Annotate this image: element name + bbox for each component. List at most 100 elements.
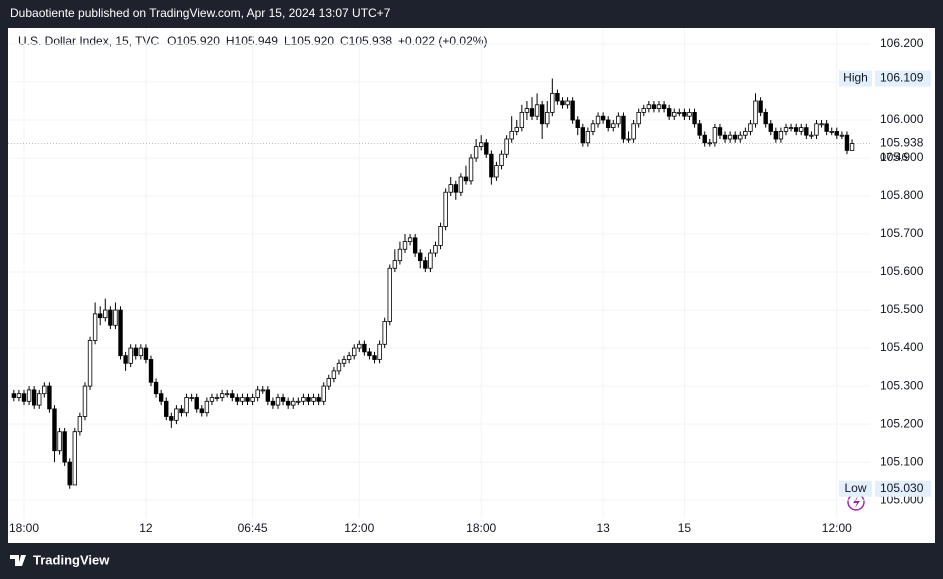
y-tick-label: 105.200 <box>880 416 924 430</box>
candle-body <box>799 127 804 132</box>
candle-body <box>666 108 672 117</box>
candle-body <box>778 130 784 140</box>
candle-body <box>478 142 484 148</box>
candle-body <box>82 385 88 417</box>
candle-body <box>534 104 540 117</box>
candle-body <box>148 359 154 383</box>
candle-body <box>336 362 342 372</box>
candle-body <box>656 104 662 109</box>
candle-body <box>52 408 57 452</box>
candle-body <box>240 397 245 402</box>
candle-body <box>753 100 758 125</box>
candle-body <box>98 313 103 319</box>
candle-body <box>646 104 652 109</box>
y-tick-label: 106.200 <box>880 36 924 50</box>
candle-body <box>611 123 616 128</box>
candle-body <box>77 416 83 433</box>
candle-body <box>224 393 230 396</box>
last-price: 105.938 <box>880 136 924 150</box>
candle-body <box>529 108 535 117</box>
candle-body <box>727 134 733 140</box>
candle-body <box>351 347 357 357</box>
candle-body <box>849 143 855 151</box>
candle-body <box>606 119 611 128</box>
candle-body <box>768 123 773 132</box>
legend-close: C105.938 <box>340 34 392 48</box>
candle-body <box>641 108 646 113</box>
candle-body <box>585 130 591 144</box>
y-tick-label: 106.000 <box>880 112 924 126</box>
marker-name: High <box>843 71 868 85</box>
candle-body <box>804 127 809 136</box>
candle-body <box>570 100 575 121</box>
candle-body <box>143 347 149 360</box>
candle-body <box>47 385 52 410</box>
candle-body <box>357 343 362 349</box>
publisher: Dubaotiente published on TradingView.com… <box>10 6 391 20</box>
candles <box>11 78 855 489</box>
candle-body <box>382 321 387 345</box>
candle-body <box>209 397 215 402</box>
candle-body <box>118 309 123 357</box>
candle-body <box>514 127 519 132</box>
marker-name: Low <box>844 481 866 495</box>
candle-body <box>575 119 580 128</box>
candle-body <box>844 134 850 151</box>
candle-body <box>707 142 712 145</box>
candle-body <box>230 393 235 398</box>
candle-body <box>473 146 479 159</box>
candle-body <box>692 111 697 125</box>
candle-body <box>392 260 398 269</box>
legend-change: +0.022 (+0.02%) <box>398 34 487 48</box>
candle-body <box>458 176 464 193</box>
candle-body <box>57 431 62 452</box>
candle-body <box>301 397 306 402</box>
candle-body <box>133 347 138 357</box>
marker-value-box <box>875 70 931 87</box>
candle-body <box>672 111 677 117</box>
candle-body <box>712 127 718 144</box>
candle-body <box>219 393 225 398</box>
candle-body <box>626 138 631 141</box>
candle-body <box>738 134 743 140</box>
candle-body <box>418 252 423 262</box>
candle-body <box>31 389 37 406</box>
candle-body <box>763 111 768 125</box>
x-tick-label: 18:00 <box>466 521 496 535</box>
candle-body <box>153 381 159 395</box>
candle-body <box>331 370 337 379</box>
candle-body <box>280 397 286 402</box>
candle-body <box>438 226 443 246</box>
candle-body <box>661 104 667 109</box>
brand: TradingView <box>33 552 110 567</box>
candle-body <box>545 111 550 125</box>
candle-body <box>214 397 220 399</box>
x-tick-label: 18:00 <box>9 521 39 535</box>
candle-body <box>306 397 311 402</box>
candle-body <box>448 184 453 193</box>
candle-body <box>346 355 352 360</box>
candle-body <box>199 408 204 414</box>
y-tick-label: 105.900 <box>880 150 924 164</box>
brand-logo <box>10 555 26 566</box>
candle-body <box>362 343 367 353</box>
candle-body <box>631 123 636 140</box>
candle-body <box>697 123 702 136</box>
candle-body <box>677 111 682 114</box>
marker-value: 106.109 <box>880 71 924 85</box>
candle-body <box>72 431 77 486</box>
candle-body <box>42 385 47 395</box>
candle-body <box>250 397 255 402</box>
candle-body <box>509 130 514 140</box>
candle-body <box>519 111 525 128</box>
candle-body <box>321 385 326 402</box>
candle-body <box>600 115 606 121</box>
candle-body <box>397 248 403 262</box>
y-tick-label: 105.700 <box>880 226 924 240</box>
candle-body <box>367 351 372 357</box>
candle-body <box>270 400 276 406</box>
candle-body <box>174 408 179 421</box>
candle-body <box>87 340 93 387</box>
candle-body <box>453 184 458 193</box>
